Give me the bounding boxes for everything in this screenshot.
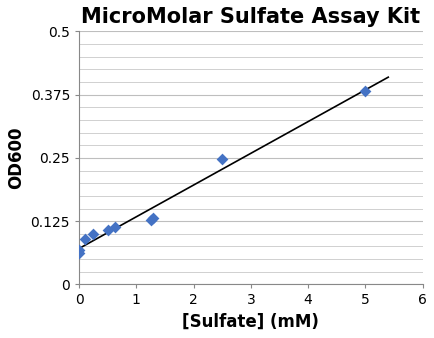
Point [76,247,82,253]
Point [150,215,157,220]
Point [112,224,118,230]
Title: MicroMolar Sulfate Assay Kit: MicroMolar Sulfate Assay Kit [81,7,421,27]
Y-axis label: OD600: OD600 [7,127,25,189]
Point [219,156,226,162]
Point [362,88,369,93]
Point [147,217,154,222]
Point [90,231,97,237]
Point [104,227,111,233]
Point [76,250,82,255]
Point [81,236,88,242]
X-axis label: [Sulfate] (mM): [Sulfate] (mM) [182,313,319,331]
